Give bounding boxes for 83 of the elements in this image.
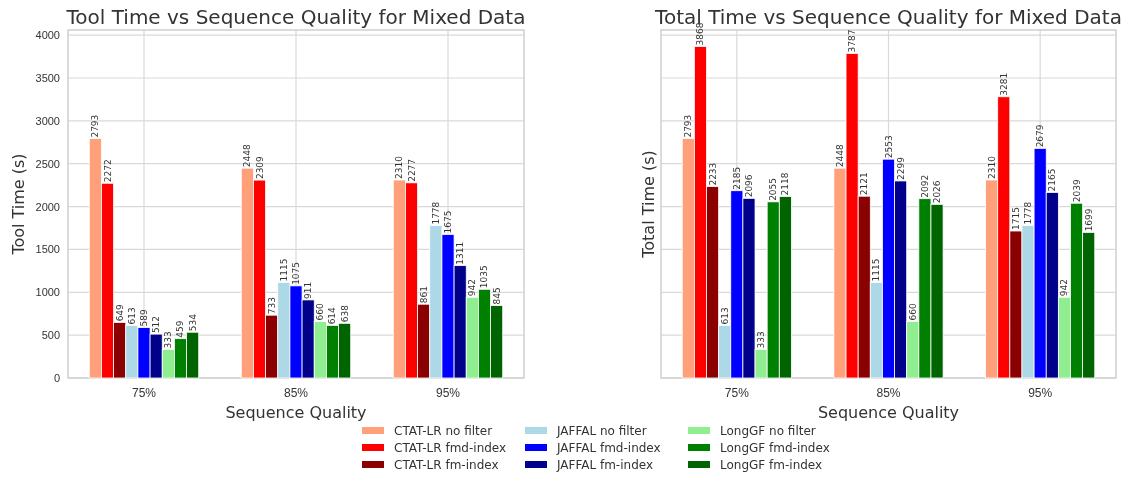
data-label: 589 (139, 309, 149, 327)
data-label: 2277 (406, 158, 417, 182)
legend-label: JAFFAL fm-index (556, 458, 654, 472)
data-label: 2793 (683, 114, 694, 138)
data-label: 638 (339, 304, 350, 323)
data-label: 2185 (731, 166, 742, 190)
data-label: 2121 (859, 172, 870, 196)
x-tick-label: 95% (1028, 385, 1053, 400)
data-label: 2026 (932, 180, 943, 204)
data-label: 2448 (834, 143, 845, 168)
legend-label: LongGF no filter (720, 424, 816, 438)
data-label: 1778 (1023, 201, 1034, 225)
data-label: 2092 (919, 174, 930, 198)
legend-label: JAFFAL fmd-index (556, 441, 661, 455)
x-tick-label: 85% (876, 385, 901, 400)
data-label: 614 (327, 306, 338, 325)
data-label: 512 (151, 315, 162, 334)
data-label: 2448 (242, 143, 253, 168)
data-label: 2679 (1035, 124, 1046, 148)
legend-label: JAFFAL no filter (556, 424, 647, 438)
x-axis-title: Sequence Quality (817, 403, 960, 422)
x-tick-label: 85% (283, 385, 309, 400)
data-label: 333 (163, 331, 174, 349)
data-label: 2039 (1071, 179, 1082, 203)
data-label: 2272 (102, 159, 113, 183)
y-tick-label: 4000 (35, 29, 60, 42)
data-label: 1075 (291, 261, 301, 285)
data-label: 2165 (1047, 168, 1058, 192)
x-tick-label: 75% (131, 385, 157, 400)
data-label: 649 (114, 303, 125, 322)
data-label: 2233 (707, 162, 718, 186)
data-label: 1778 (430, 201, 441, 225)
legend-label: LongGF fm-index (720, 458, 823, 472)
x-tick-label: 75% (724, 385, 750, 400)
data-label: 660 (907, 302, 918, 321)
y-tick-label: 0 (53, 372, 60, 385)
data-label: 613 (719, 307, 730, 325)
data-label: 1115 (278, 258, 289, 282)
data-label: 942 (467, 279, 478, 297)
x-axis-title: Sequence Quality (225, 403, 367, 422)
legend-label: CTAT-LR fmd-index (394, 441, 507, 455)
y-tick-label: 1500 (35, 243, 60, 256)
data-label: 2118 (780, 172, 791, 196)
legend-label: CTAT-LR fm-index (394, 458, 499, 472)
data-label: 2055 (768, 177, 779, 201)
y-tick-label: 3000 (35, 114, 60, 127)
x-tick-label: 95% (435, 385, 461, 400)
legend-label: LongGF fmd-index (720, 441, 830, 455)
data-label: 2310 (394, 155, 405, 179)
data-label: 1115 (871, 258, 882, 282)
data-label: 1715 (1010, 207, 1021, 230)
data-label: 660 (315, 302, 326, 321)
data-label: 2299 (895, 156, 906, 180)
y-tick-label: 1000 (35, 286, 60, 299)
y-tick-label: 2000 (35, 200, 60, 213)
y-axis-title: Tool Time (s) (9, 153, 28, 256)
data-label: 3281 (998, 72, 1009, 96)
data-label: 3868 (695, 22, 706, 46)
data-label: 3787 (847, 29, 858, 53)
data-label: 845 (491, 287, 502, 305)
data-label: 2553 (883, 135, 894, 159)
data-label: 2793 (90, 114, 101, 138)
data-label: 2096 (743, 174, 754, 198)
data-label: 911 (303, 281, 314, 299)
data-label: 2310 (986, 155, 997, 179)
data-label: 459 (175, 320, 186, 338)
y-tick-label: 3500 (35, 72, 60, 85)
data-label: 1675 (443, 210, 453, 234)
data-label: 534 (187, 313, 198, 332)
data-label: 861 (418, 286, 429, 304)
data-label: 613 (126, 307, 137, 325)
data-label: 1699 (1083, 208, 1094, 232)
data-label: 733 (266, 296, 277, 315)
y-axis-title: Total Time (s) (639, 150, 658, 259)
data-label: 333 (756, 331, 767, 349)
chart-title: Tool Time vs Sequence Quality for Mixed Data (65, 5, 526, 29)
data-label: 2309 (254, 155, 265, 180)
data-label: 1035 (479, 265, 490, 289)
legend-label: CTAT-LR no filter (394, 424, 493, 438)
data-label: 1311 (455, 241, 466, 265)
y-tick-label: 2500 (35, 157, 60, 170)
y-tick-label: 500 (41, 329, 60, 342)
data-label: 942 (1059, 279, 1070, 297)
